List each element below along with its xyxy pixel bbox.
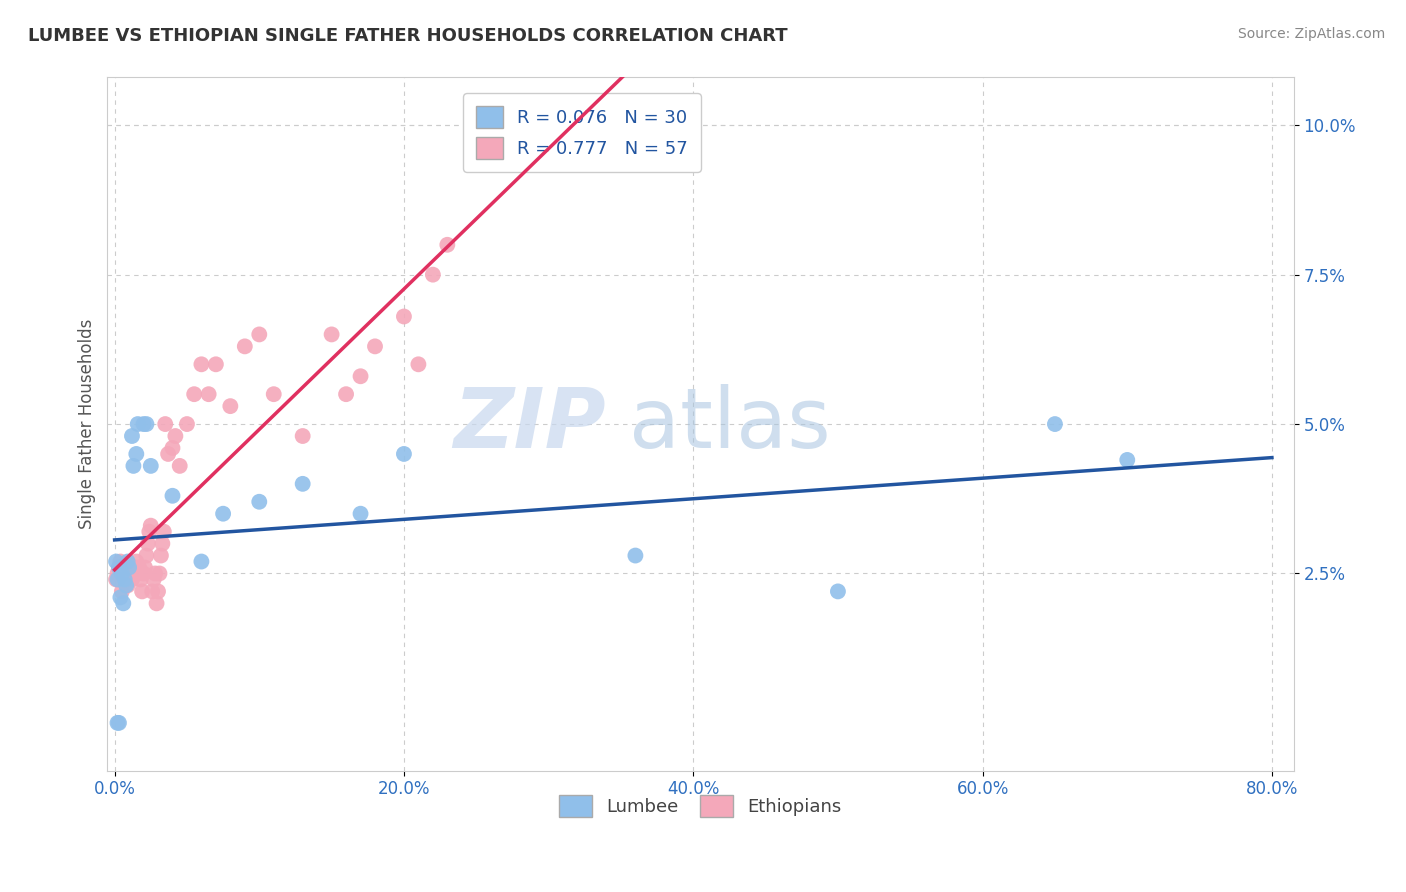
Point (132, 566, 155, 581)
Point (138, 524, 160, 539)
Point (408, 357, 430, 371)
Point (110, 555, 132, 569)
Text: LUMBEE VS ETHIOPIAN SINGLE FATHER HOUSEHOLDS CORRELATION CHART: LUMBEE VS ETHIOPIAN SINGLE FATHER HOUSEH… (28, 27, 787, 45)
Point (247, 495, 270, 509)
Point (136, 536, 159, 550)
Point (121, 573, 143, 587)
Point (120, 560, 142, 574)
Point (219, 399, 242, 413)
Point (146, 584, 169, 599)
Point (1043, 417, 1066, 431)
Point (111, 584, 134, 599)
Text: Source: ZipAtlas.com: Source: ZipAtlas.com (1237, 27, 1385, 41)
Point (212, 507, 235, 521)
Point (162, 441, 184, 455)
Point (150, 536, 173, 550)
Point (125, 555, 148, 569)
Point (176, 417, 198, 431)
Point (392, 447, 415, 461)
Point (153, 524, 176, 539)
Point (108, 560, 131, 574)
Legend: Lumbee, Ethiopians: Lumbee, Ethiopians (553, 788, 849, 824)
Point (118, 560, 141, 574)
Point (105, 573, 128, 587)
Point (108, 560, 131, 574)
Point (107, 573, 129, 587)
Point (321, 327, 343, 342)
Point (135, 549, 157, 563)
Point (139, 518, 162, 533)
Point (132, 417, 155, 431)
Point (162, 489, 184, 503)
Point (205, 357, 228, 371)
Point (122, 458, 145, 473)
Point (112, 596, 135, 610)
Point (122, 566, 145, 581)
Point (145, 596, 167, 610)
Point (131, 584, 153, 599)
Point (183, 387, 205, 401)
Point (392, 310, 415, 324)
Point (141, 584, 163, 599)
Point (349, 507, 371, 521)
Point (149, 549, 172, 563)
Point (124, 560, 146, 574)
Point (117, 578, 139, 592)
Point (112, 566, 135, 581)
Point (827, 584, 849, 599)
Point (291, 476, 314, 491)
Point (117, 555, 139, 569)
Point (135, 417, 157, 431)
Point (127, 417, 149, 431)
Point (349, 369, 371, 384)
Point (129, 573, 152, 587)
Point (143, 566, 166, 581)
Point (263, 387, 285, 401)
Point (190, 357, 212, 371)
Point (115, 573, 138, 587)
Point (157, 447, 180, 461)
Point (108, 715, 131, 730)
Point (127, 566, 149, 581)
Point (105, 555, 128, 569)
Point (139, 458, 162, 473)
Point (233, 339, 256, 353)
Point (134, 560, 156, 574)
Point (422, 268, 444, 282)
Point (115, 578, 138, 592)
Point (155, 417, 177, 431)
Point (107, 566, 129, 581)
Point (142, 573, 165, 587)
Point (291, 429, 314, 443)
Point (118, 566, 141, 581)
Point (111, 566, 134, 581)
Point (335, 387, 357, 401)
Point (128, 560, 150, 574)
Text: atlas: atlas (630, 384, 831, 465)
Point (121, 429, 143, 443)
Point (148, 566, 170, 581)
Point (169, 458, 191, 473)
Point (190, 555, 212, 569)
Point (436, 237, 458, 252)
Text: ZIP: ZIP (453, 384, 606, 465)
Y-axis label: Single Father Households: Single Father Households (79, 318, 96, 529)
Point (247, 327, 270, 342)
Point (364, 339, 387, 353)
Point (114, 573, 136, 587)
Point (624, 549, 647, 563)
Point (114, 560, 136, 574)
Point (197, 387, 219, 401)
Point (107, 715, 129, 730)
Point (125, 447, 148, 461)
Point (1116, 453, 1139, 467)
Point (165, 429, 187, 443)
Point (110, 591, 132, 605)
